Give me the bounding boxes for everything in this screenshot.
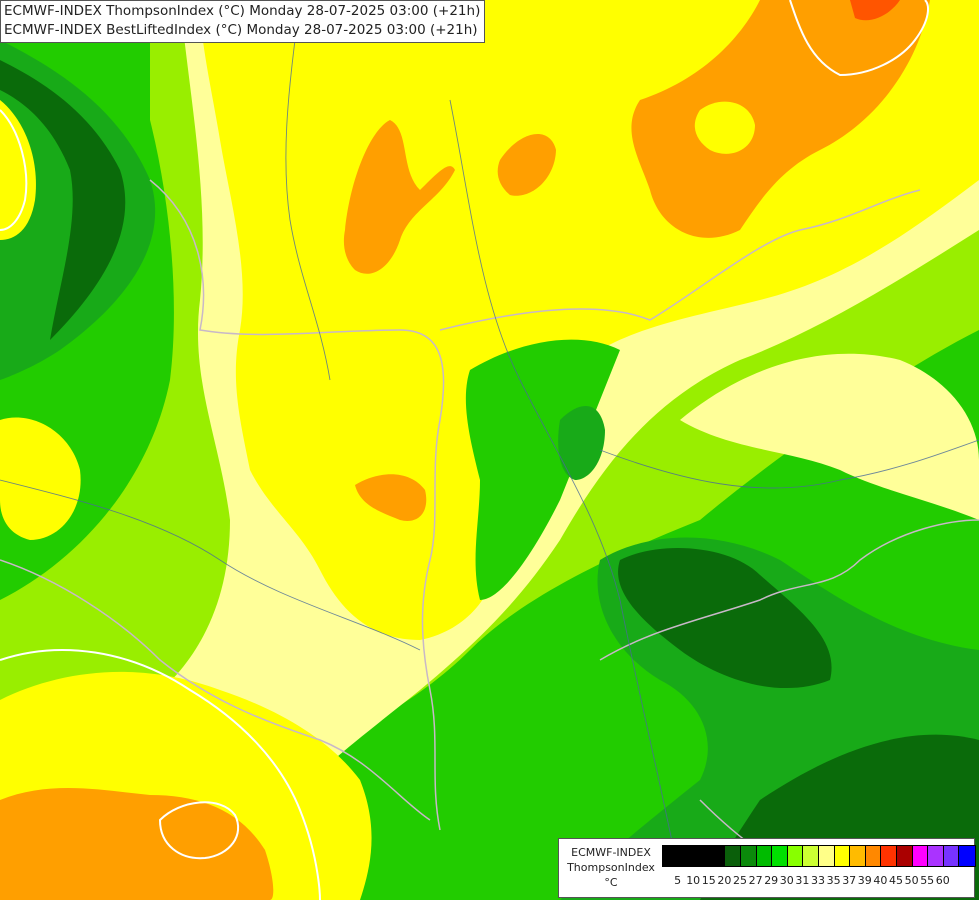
legend-swatch xyxy=(740,846,757,866)
legend-tick: 27 xyxy=(748,874,763,887)
zone-yellow-west-edge xyxy=(0,100,36,240)
isoline-west xyxy=(0,109,28,231)
zone-yellow-east xyxy=(680,353,979,520)
legend-tick: 30 xyxy=(779,874,794,887)
border-line-1 xyxy=(149,179,445,831)
zone-orange-central xyxy=(355,474,427,521)
legend-tick: 10 xyxy=(686,874,701,887)
legend-tick: 29 xyxy=(764,874,779,887)
zone-dark-green-central xyxy=(558,406,605,480)
legend-title: ECMWF-INDEX ThompsonIndex °C xyxy=(561,845,661,890)
legend-tick: 31 xyxy=(795,874,810,887)
map-title-box: ECMWF-INDEX ThompsonIndex (°C) Monday 28… xyxy=(0,0,486,43)
border-line-3 xyxy=(0,559,431,821)
legend-swatch xyxy=(818,846,835,866)
legend-swatch xyxy=(834,846,851,866)
isoline-sw-outer xyxy=(0,649,321,900)
legend-tick: 25 xyxy=(733,874,747,887)
legend-tick: 39 xyxy=(857,874,872,887)
legend-swatch xyxy=(663,846,679,866)
zone-orange-northeast xyxy=(631,0,930,238)
zone-yellow-west-mid xyxy=(0,417,81,540)
legend-swatch xyxy=(881,846,897,866)
river-line-1 xyxy=(285,0,331,381)
title-line-best-lifted: ECMWF-INDEX BestLiftedIndex (°C) Monday … xyxy=(4,22,478,38)
legend-swatch xyxy=(678,846,695,866)
zone-orange-southwest xyxy=(0,788,274,900)
legend-swatch xyxy=(803,846,819,866)
legend-swatch xyxy=(912,846,929,866)
legend-tick: 50 xyxy=(904,874,919,887)
river-line-3 xyxy=(0,479,421,651)
zone-dark-green-west-core xyxy=(0,60,126,340)
zone-yellow-hole-ne xyxy=(694,101,755,154)
title-line-thompson: ECMWF-INDEX ThompsonIndex (°C) Monday 28… xyxy=(4,3,481,19)
legend-swatch xyxy=(787,846,804,866)
isoline-sw-inner xyxy=(158,801,240,860)
zone-dark-green-southeast xyxy=(618,548,832,689)
legend-tick: 15 xyxy=(701,874,716,887)
legend-tick: 60 xyxy=(935,874,950,887)
isoline-ne xyxy=(789,0,929,77)
legend-swatch xyxy=(959,846,975,866)
zone-orange-north xyxy=(343,120,455,274)
legend-swatch xyxy=(943,846,960,866)
color-legend: ECMWF-INDEX ThompsonIndex °C 5 10 15 20 25 27… xyxy=(558,838,976,898)
legend-title-line2: ThompsonIndex xyxy=(567,861,655,874)
river-line-4 xyxy=(599,439,979,489)
legend-swatch xyxy=(756,846,773,866)
legend-swatch xyxy=(725,846,741,866)
zone-green-central xyxy=(465,339,620,600)
border-line-4 xyxy=(599,519,979,661)
legend-tick: 40 xyxy=(873,874,888,887)
legend-swatch xyxy=(709,846,726,866)
legend-tick: 55 xyxy=(920,874,935,887)
legend-swatch xyxy=(865,846,882,866)
legend-tick: 45 xyxy=(889,874,903,887)
zone-orange-north-small xyxy=(497,133,556,196)
legend-tick: 35 xyxy=(826,874,841,887)
legend-tick: 20 xyxy=(717,874,732,887)
legend-unit: °C xyxy=(604,876,618,889)
legend-title-line1: ECMWF-INDEX xyxy=(571,846,651,859)
border-line-2 xyxy=(439,189,921,331)
legend-swatch xyxy=(772,846,788,866)
legend-color-bar xyxy=(662,845,976,867)
legend-tick: 5 xyxy=(674,874,682,887)
zone-deep-orange-corner xyxy=(850,0,900,21)
legend-tick: 37 xyxy=(842,874,857,887)
legend-swatch xyxy=(850,846,866,866)
legend-tick: 33 xyxy=(811,874,825,887)
legend-swatch xyxy=(694,846,710,866)
legend-swatch xyxy=(928,846,944,866)
river-line-2 xyxy=(449,99,681,881)
isolines xyxy=(0,0,929,900)
river-lines xyxy=(0,0,979,881)
legend-swatch xyxy=(896,846,913,866)
